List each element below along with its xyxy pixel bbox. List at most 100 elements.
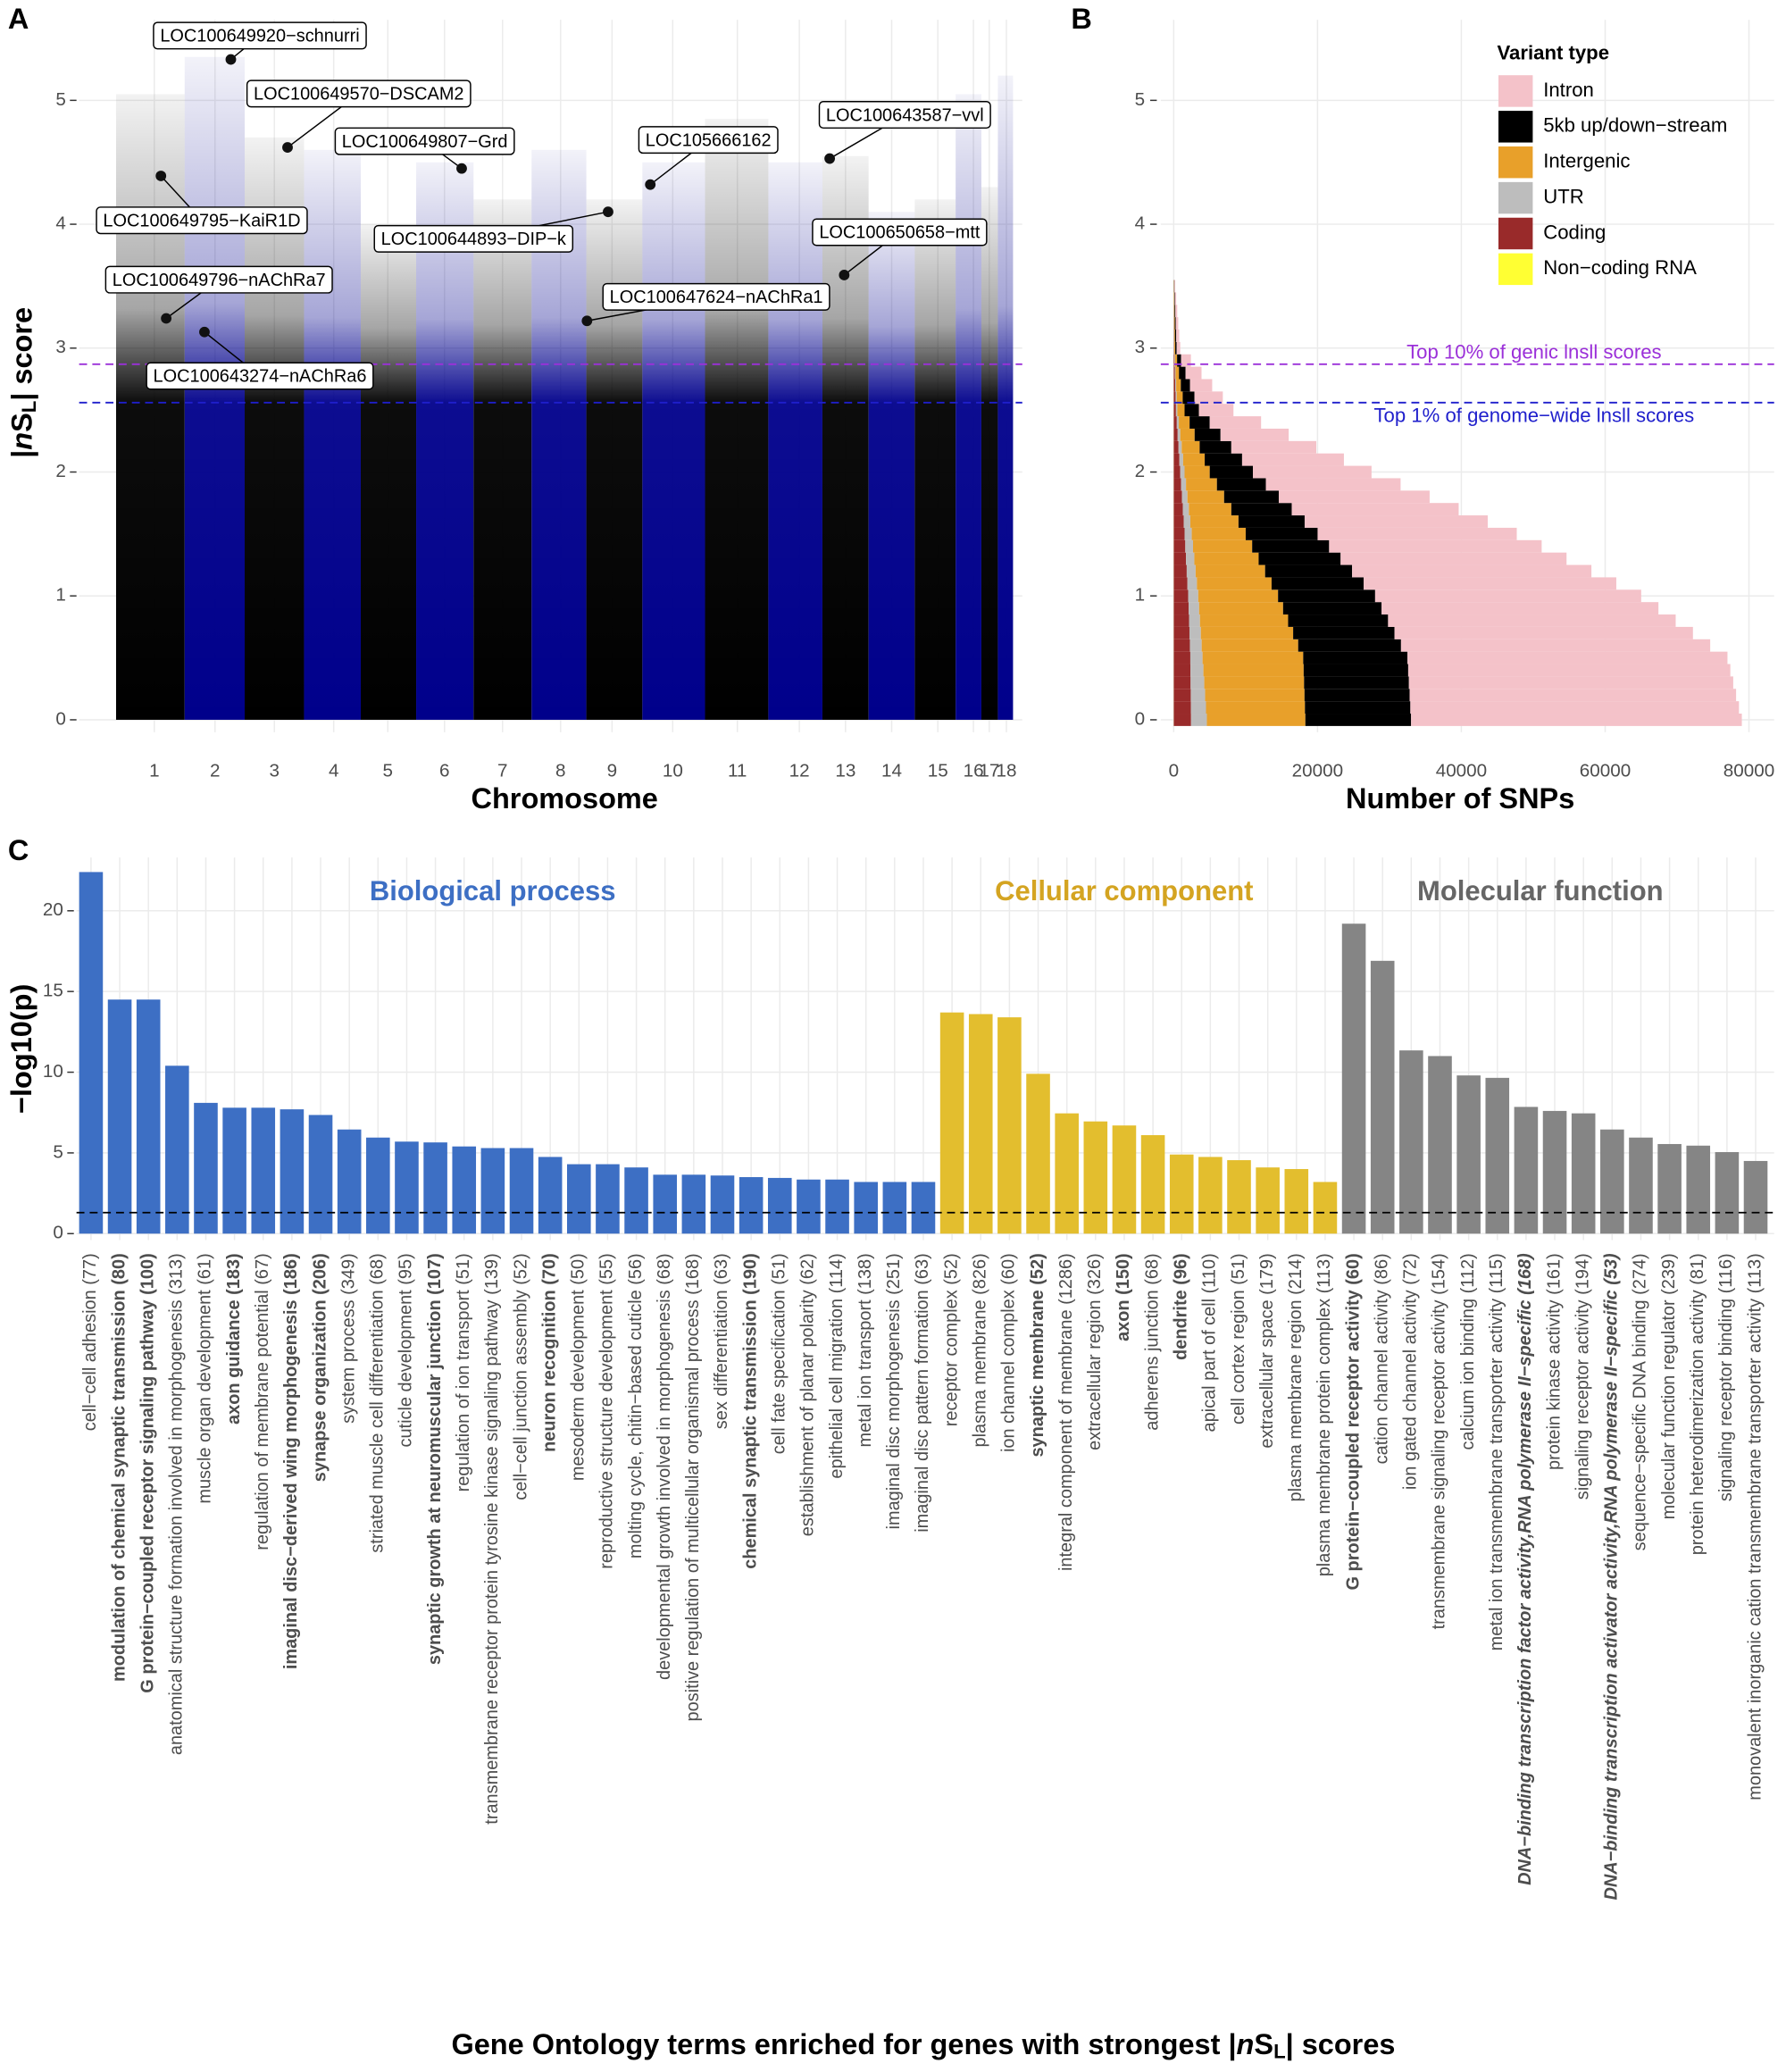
hist-segment xyxy=(1231,503,1292,516)
bar xyxy=(1629,1137,1653,1234)
hist-segment xyxy=(1303,664,1408,677)
bar xyxy=(596,1164,620,1234)
chromosome-scores xyxy=(956,94,981,720)
hist-segment xyxy=(1194,552,1259,565)
bar xyxy=(767,1177,792,1234)
bar xyxy=(107,999,132,1234)
bar xyxy=(1198,1157,1223,1234)
category-label: signaling receptor binding (116) xyxy=(1716,1253,1736,1501)
chromosome-scores xyxy=(822,155,869,720)
category-label: signaling receptor activity (194) xyxy=(1573,1253,1592,1500)
hist-segment xyxy=(1179,416,1190,429)
x-title-part: Gene Ontology terms enriched for genes w… xyxy=(451,2028,1236,2060)
bar xyxy=(222,1107,246,1234)
hist-segment xyxy=(1174,305,1176,318)
hist-segment xyxy=(1173,689,1191,702)
bar xyxy=(968,1014,993,1234)
x-tick-label: 2 xyxy=(210,761,221,781)
category-label: metal ion transport (138) xyxy=(855,1253,875,1447)
hist-segment xyxy=(1388,614,1676,627)
highlight-point xyxy=(645,179,656,190)
category-label: muscle organ development (61) xyxy=(196,1253,215,1503)
annotation-label: LOC100649570−DSCAM2 xyxy=(254,85,464,104)
x-title-part: S xyxy=(1254,2028,1273,2060)
y-title-part: S xyxy=(5,413,38,432)
x-tick-label: 80000 xyxy=(1723,761,1774,781)
hist-segment xyxy=(1185,366,1202,380)
chromosome-scores xyxy=(768,162,822,720)
hist-segment xyxy=(1173,564,1187,578)
x-tick-label: 11 xyxy=(728,761,747,781)
label-box xyxy=(153,21,367,50)
bar xyxy=(251,1107,276,1234)
hist-segment xyxy=(1278,589,1375,603)
y-tick-label: 2 xyxy=(1135,461,1146,481)
hist-segment xyxy=(1180,428,1195,441)
hist-segment xyxy=(1189,614,1200,627)
hist-segment xyxy=(1205,453,1242,466)
hist-segment xyxy=(1202,651,1304,664)
hist-segment xyxy=(1173,428,1178,441)
hist-segment xyxy=(1181,478,1187,491)
legend-label: Intron xyxy=(1543,79,1594,101)
hist-segment xyxy=(1209,416,1262,429)
label-box xyxy=(602,282,830,311)
y-title-part: | score xyxy=(5,307,38,401)
hist-segment xyxy=(1182,391,1195,405)
category-label: G protein−coupled receptor activity (60) xyxy=(1343,1253,1363,1590)
hist-segment xyxy=(1174,292,1175,305)
hist-segment xyxy=(1265,478,1401,491)
hist-segment xyxy=(1190,664,1204,677)
category-label: regulation of ion transport (51) xyxy=(454,1253,473,1491)
hist-segment xyxy=(1304,515,1488,528)
annotation-label: LOC100650658−mtt xyxy=(819,223,981,243)
hist-segment xyxy=(1175,366,1180,380)
hist-segment xyxy=(1278,490,1430,504)
hist-segment xyxy=(1173,416,1177,429)
legend-key xyxy=(1498,111,1533,143)
hist-segment xyxy=(1176,341,1181,355)
category-label: imaginal disc morphogenesis (251) xyxy=(884,1253,904,1529)
hist-segment xyxy=(1173,676,1191,689)
category-label: synaptic growth at neuromuscular junctio… xyxy=(425,1253,445,1665)
hist-segment xyxy=(1189,515,1239,528)
y-title-part: L xyxy=(18,401,40,414)
hist-segment xyxy=(1173,305,1175,318)
category-label: plasma membrane region (214) xyxy=(1286,1253,1306,1501)
legend-key xyxy=(1498,253,1533,286)
hist-segment xyxy=(1411,714,1742,726)
hist-segment xyxy=(1184,527,1192,540)
hist-segment xyxy=(1206,714,1306,726)
category-label: sequence−specific DNA binding (274) xyxy=(1631,1253,1650,1550)
hist-segment xyxy=(1408,676,1733,689)
bar xyxy=(1055,1113,1079,1234)
hist-segment xyxy=(1173,453,1180,466)
hist-segment xyxy=(1204,676,1305,689)
category-label: cation channel activity (86) xyxy=(1372,1253,1391,1464)
hist-segment xyxy=(1173,539,1186,553)
bar xyxy=(825,1179,849,1234)
hist-segment xyxy=(1174,354,1178,367)
bar xyxy=(739,1177,764,1234)
hist-segment xyxy=(1173,490,1182,504)
hist-segment xyxy=(1291,503,1459,516)
annotation-label: LOC105666162 xyxy=(646,130,772,150)
bar xyxy=(165,1065,189,1234)
hist-segment xyxy=(1407,651,1728,664)
bar xyxy=(1227,1160,1251,1234)
panel-letter: C xyxy=(8,834,29,866)
hist-segment xyxy=(1173,626,1189,639)
category-label: cuticle development (95) xyxy=(396,1253,416,1447)
category-label: metal ion transmembrane transporter acti… xyxy=(1487,1253,1506,1650)
bar xyxy=(710,1175,735,1234)
annotation-label: LOC100643274−nAChRa6 xyxy=(154,367,367,387)
x-tick-label: 10 xyxy=(663,761,683,781)
hist-segment xyxy=(1364,577,1616,590)
category-label: modulation of chemical synaptic transmis… xyxy=(109,1253,129,1682)
category-label: neuron recognition (70) xyxy=(539,1253,559,1452)
hist-segment xyxy=(1189,503,1231,516)
legend-label: UTR xyxy=(1543,185,1584,207)
y-tick-label: 1 xyxy=(1135,585,1146,606)
annotation-label: LOC100643587−vvl xyxy=(826,105,984,125)
bar xyxy=(194,1102,218,1234)
